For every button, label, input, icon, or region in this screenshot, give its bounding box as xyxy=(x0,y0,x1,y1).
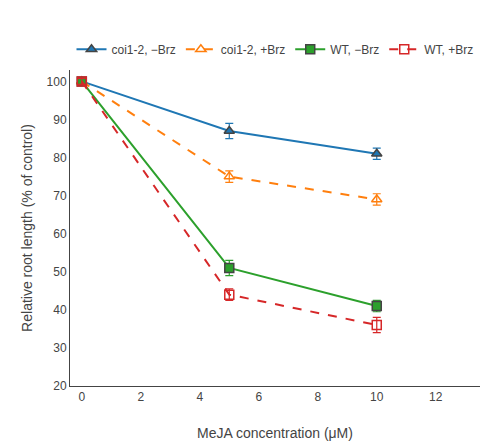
svg-text:12: 12 xyxy=(429,390,443,404)
svg-text:0: 0 xyxy=(78,390,85,404)
svg-text:MeJA concentration (μM): MeJA concentration (μM) xyxy=(197,425,353,441)
svg-text:10: 10 xyxy=(370,390,384,404)
svg-text:40: 40 xyxy=(53,303,67,317)
svg-text:70: 70 xyxy=(53,189,67,203)
svg-text:50: 50 xyxy=(53,265,67,279)
svg-text:80: 80 xyxy=(53,151,67,165)
svg-text:20: 20 xyxy=(53,379,67,393)
svg-text:6: 6 xyxy=(255,390,262,404)
svg-text:30: 30 xyxy=(53,341,67,355)
svg-text:60: 60 xyxy=(53,227,67,241)
svg-text:4: 4 xyxy=(196,390,203,404)
svg-text:2: 2 xyxy=(137,390,144,404)
svg-text:8: 8 xyxy=(314,390,321,404)
svg-text:90: 90 xyxy=(53,113,67,127)
svg-text:Relative root length (% of con: Relative root length (% of control) xyxy=(19,124,35,332)
svg-text:coi1-2, −Brz: coi1-2, −Brz xyxy=(112,43,176,57)
svg-text:100: 100 xyxy=(47,75,67,89)
svg-text:coi1-2, +Brz: coi1-2, +Brz xyxy=(221,43,285,57)
svg-text:WT, +Brz: WT, +Brz xyxy=(424,43,473,57)
svg-text:WT, −Brz: WT, −Brz xyxy=(330,43,379,57)
